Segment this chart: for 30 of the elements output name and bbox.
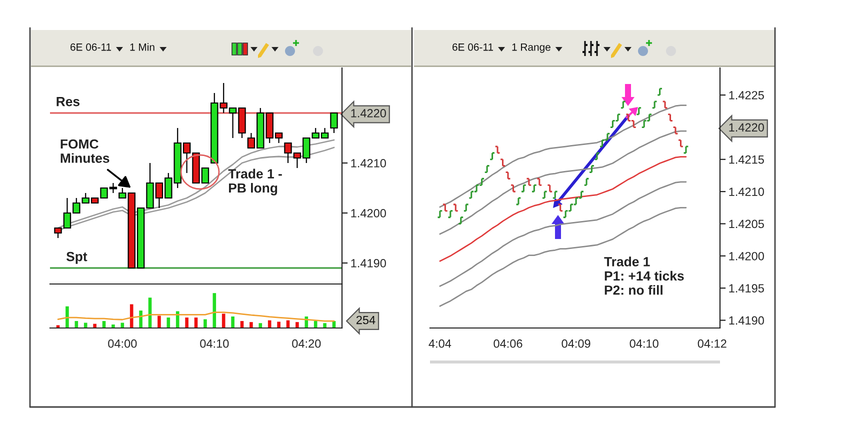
- y-tick-label: 1.4210: [351, 159, 386, 168]
- y-tick-label: 1.4210: [729, 188, 764, 196]
- y-tick-label: 1.4190: [729, 316, 764, 325]
- y-tick-label: 1.4205: [729, 220, 764, 228]
- y-tick-label: 1.4220: [351, 109, 386, 118]
- x-tick-label: 04:00: [108, 339, 137, 348]
- text: 254: [356, 316, 376, 324]
- ref-line-label: Spt: [66, 252, 88, 264]
- y-tick-label: 1.4190: [351, 259, 386, 268]
- x-tick-label: 04:20: [292, 339, 321, 348]
- annotation: FOMC Minutes: [60, 139, 110, 163]
- chart-subtitle: 1 Min: [130, 43, 154, 51]
- y-tick-label: 1.4200: [729, 252, 764, 260]
- chart-title: 6E 06-11: [452, 43, 493, 51]
- x-tick-label: 04:12: [698, 339, 726, 348]
- chart-subtitle: 1 Range: [512, 44, 550, 53]
- y-tick-label: 1.4195: [729, 284, 764, 292]
- y-tick-label: 1.4215: [729, 155, 764, 164]
- ref-line-label: Res: [56, 97, 80, 106]
- x-tick-label: 04:10: [630, 339, 658, 348]
- x-tick-label: 04:09: [562, 339, 590, 348]
- x-tick-label: 04:06: [494, 339, 522, 348]
- annotation: Trade 1 - PB long: [228, 168, 282, 196]
- x-tick-label: 4:04: [428, 339, 452, 348]
- y-tick-label: 1.4220: [729, 123, 764, 132]
- annotation: Trade 1 P1: +14 ticks P2: no fill: [604, 256, 684, 295]
- y-tick-label: 1.4200: [351, 209, 386, 218]
- x-tick-label: 04:10: [200, 339, 229, 348]
- y-tick-label: 1.4225: [729, 91, 764, 100]
- chart-title: 6E 06-11: [70, 43, 111, 51]
